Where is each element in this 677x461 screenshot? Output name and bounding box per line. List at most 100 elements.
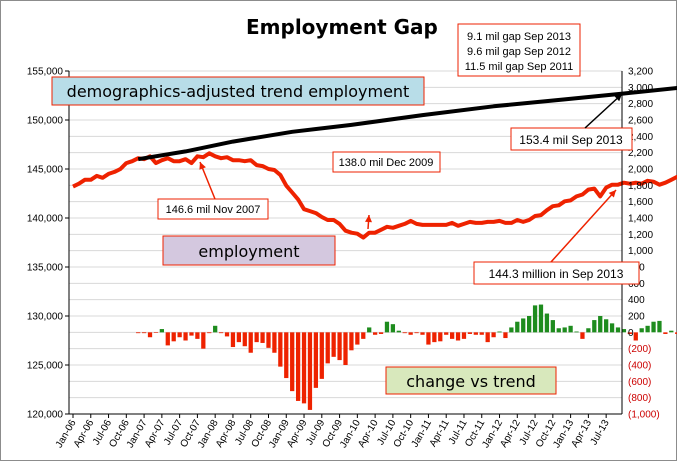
trend-value-arrow-head: [614, 94, 622, 102]
left-axis-tick-label: 140,000: [27, 214, 64, 225]
chart-title: Employment Gap: [246, 15, 438, 39]
change-bar: [515, 321, 520, 333]
right-axis-tick-label: (600): [628, 377, 651, 388]
right-axis-tick-label: 1,400: [628, 214, 653, 225]
change-bar: [402, 332, 407, 334]
right-axis-tick-label: (1,000): [628, 410, 660, 421]
right-axis-tick-label: 400: [628, 295, 645, 306]
change-bar: [177, 332, 182, 338]
change-bar: [248, 332, 253, 353]
change-label-box: [385, 366, 557, 395]
left-axis-tick-label: 145,000: [27, 165, 64, 176]
change-bar: [527, 316, 532, 333]
annotation-arrows: [199, 93, 623, 263]
change-bar: [272, 332, 277, 353]
change-bar: [432, 332, 437, 343]
change-bar: [586, 328, 591, 333]
change-bar: [367, 327, 372, 333]
right-axis-tick-label: (400): [628, 361, 651, 372]
peak-2009-box: [332, 151, 441, 173]
right-axis-tick-label: 1,600: [628, 197, 653, 208]
change-bar: [568, 325, 573, 333]
change-bar: [509, 327, 514, 333]
change-bar: [325, 332, 330, 364]
change-bar: [574, 331, 579, 333]
change-bar: [284, 332, 289, 379]
change-bar: [491, 332, 496, 338]
right-axis-tick-label: 3,200: [628, 67, 653, 78]
change-bar: [615, 327, 621, 333]
change-bar: [663, 332, 668, 334]
right-axis-tick-label: 2,600: [628, 116, 653, 127]
change-bar: [592, 320, 597, 333]
current-value-box: [473, 261, 640, 285]
change-bar: [657, 320, 662, 333]
change-bar: [313, 332, 319, 388]
change-bar: [449, 332, 455, 339]
change-bar: [562, 327, 567, 333]
change-bar: [461, 332, 467, 339]
left-axis-tick-label: 135,000: [27, 263, 64, 274]
change-bar: [213, 325, 218, 333]
change-bar: [645, 325, 650, 333]
trend-value-label: 153.4 mil Sep 2013: [519, 133, 623, 147]
change-bar: [295, 332, 301, 401]
right-axis-tick-label: 2,000: [628, 165, 653, 176]
change-bar: [171, 332, 176, 342]
gap-2011-label: 11.5 mil gap Sep 2011: [465, 61, 573, 73]
change-bar: [218, 332, 224, 334]
peak-2009-arrow-head: [365, 215, 372, 223]
trend-value-box: [510, 127, 633, 151]
change-bar: [331, 332, 336, 357]
current-value-arrow: [550, 189, 617, 263]
employment-label-box: [162, 235, 336, 266]
change-bar: [343, 332, 348, 365]
change-bar: [195, 332, 200, 339]
right-axis-tick-label: 2,200: [628, 148, 653, 159]
change-bar: [521, 318, 526, 333]
change-bar: [675, 332, 677, 334]
change-bar: [207, 332, 212, 334]
change-bar: [242, 332, 247, 347]
change-bar: [396, 330, 401, 333]
left-axis-tick-label: 155,000: [27, 67, 64, 78]
change-bar: [455, 332, 461, 341]
right-axis-tick-label: 0: [628, 328, 634, 339]
change-bar: [580, 332, 585, 339]
change-bar: [473, 332, 478, 335]
peak-2009-label: 138.0 mil Dec 2009: [339, 157, 434, 169]
change-bar: [485, 332, 490, 343]
change-bar: [414, 332, 419, 334]
change-bar: [609, 323, 615, 333]
gap-2013-label: 9.1 mil gap Sep 2013: [467, 31, 571, 43]
change-bar: [550, 320, 555, 333]
change-bar: [598, 316, 603, 333]
right-axis-tick-label: 200: [628, 312, 645, 323]
change-bar: [355, 332, 360, 345]
change-bar: [349, 332, 354, 351]
change-bar: [165, 332, 170, 346]
employment-line: [72, 151, 677, 240]
change-bar: [236, 332, 242, 343]
right-axis-tick-label: 2,800: [628, 99, 653, 110]
change-bar: [147, 332, 153, 338]
gap-annotation-box: [457, 23, 581, 77]
change-bar: [384, 321, 390, 333]
trend-label: demographics-adjusted trend employment: [67, 82, 410, 101]
change-bar: [444, 332, 449, 335]
change-bar: [669, 330, 674, 333]
change-bar: [438, 332, 443, 342]
right-axis-tick-label: 3,000: [628, 83, 653, 94]
change-bar: [278, 332, 283, 367]
change-bar: [361, 332, 366, 339]
change-bar: [337, 332, 342, 361]
change-bar: [556, 328, 561, 333]
change-bar: [266, 332, 271, 348]
x-axis-tick-label: Jul-13: [589, 418, 612, 447]
change-bar: [319, 332, 324, 379]
right-axis-tick-label: (200): [628, 344, 651, 355]
change-bar: [136, 332, 141, 334]
right-axis-tick-label: 1,200: [628, 230, 653, 241]
left-axis-tick-label: 130,000: [27, 312, 64, 323]
change-bar: [420, 332, 425, 335]
